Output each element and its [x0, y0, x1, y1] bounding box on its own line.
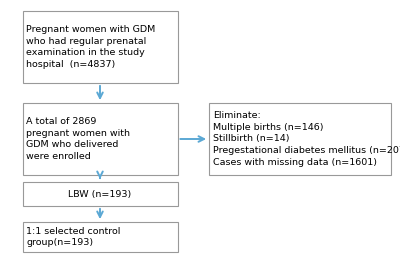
Bar: [209, 103, 391, 175]
Bar: [22, 182, 178, 206]
Text: A total of 2869
pregnant women with
GDM who delivered
were enrolled: A total of 2869 pregnant women with GDM …: [26, 117, 130, 161]
Text: LBW (n=193): LBW (n=193): [68, 189, 132, 198]
Bar: [22, 11, 178, 83]
Bar: [22, 103, 178, 175]
Text: Pregnant women with GDM
who had regular prenatal
examination in the study
hospit: Pregnant women with GDM who had regular …: [26, 25, 156, 69]
Text: 1:1 selected control
group(n=193): 1:1 selected control group(n=193): [26, 227, 121, 247]
Text: Eliminate:
Multiple births (n=146)
Stillbirth (n=14)
Pregestational diabetes mel: Eliminate: Multiple births (n=146) Still…: [213, 111, 400, 167]
Bar: [22, 222, 178, 252]
